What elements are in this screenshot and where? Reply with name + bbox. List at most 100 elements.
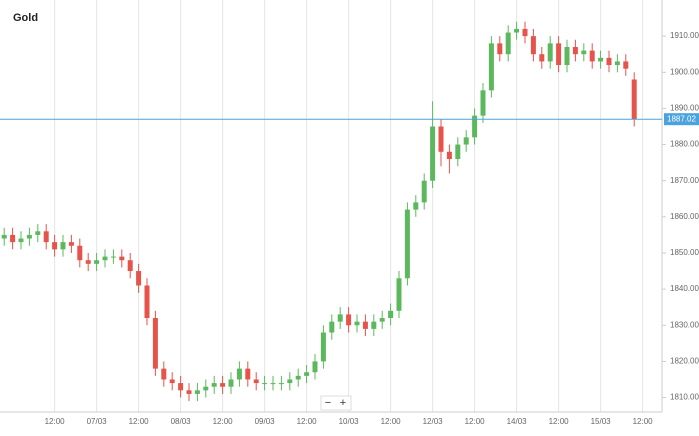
- candle-body: [169, 379, 175, 384]
- current-price-label: 1887.02: [667, 114, 696, 123]
- candle-body: [472, 115, 478, 138]
- candle-body: [438, 126, 444, 152]
- x-tick-label: 15/03: [591, 417, 612, 426]
- y-tick-label: 1850.00: [670, 248, 699, 257]
- candle-body: [564, 46, 570, 66]
- candle-body: [446, 151, 452, 160]
- candle-body: [1, 234, 7, 239]
- candle-body: [606, 57, 612, 66]
- x-tick-label: 12:00: [465, 417, 486, 426]
- candle-body: [144, 285, 150, 319]
- candle-body: [68, 242, 74, 246]
- chart-title: Gold: [13, 12, 38, 24]
- candle-body: [480, 90, 486, 116]
- candle-body: [287, 379, 293, 384]
- candle-body: [60, 242, 66, 250]
- candle-body: [379, 318, 385, 322]
- candle-body: [362, 321, 368, 329]
- candle-body: [547, 43, 553, 62]
- x-tick-label: 09/03: [255, 417, 276, 426]
- x-tick-label: 07/03: [87, 417, 108, 426]
- candle-body: [110, 256, 116, 258]
- candle-body: [614, 61, 620, 66]
- candle-body: [26, 234, 32, 239]
- candle-body: [497, 43, 503, 55]
- y-tick-label: 1880.00: [670, 140, 699, 149]
- x-tick-label: 12:00: [549, 417, 570, 426]
- candle-body: [10, 234, 16, 243]
- y-tick-label: 1910.00: [670, 31, 699, 40]
- candle-body: [455, 144, 461, 160]
- candle-body: [413, 202, 419, 210]
- x-tick-label: 14/03: [507, 417, 528, 426]
- candle-body: [94, 260, 100, 264]
- candle-body: [270, 383, 276, 385]
- candle-body: [245, 368, 251, 380]
- candle-body: [127, 260, 133, 272]
- candle-body: [203, 386, 209, 391]
- candle-body: [43, 231, 49, 243]
- candle-body: [320, 332, 326, 362]
- current-price-box: [664, 113, 699, 126]
- x-tick-label: 12:00: [129, 417, 150, 426]
- y-tick-label: 1830.00: [670, 320, 699, 329]
- y-tick-label: 1890.00: [670, 104, 699, 113]
- x-tick-label: 12:00: [381, 417, 402, 426]
- candle-body: [354, 321, 360, 326]
- candle-body: [572, 46, 578, 55]
- y-tick-label: 1840.00: [670, 284, 699, 293]
- candle-body: [556, 43, 562, 66]
- candle-body: [581, 50, 587, 55]
- candle-body: [194, 390, 200, 394]
- y-tick-label: 1870.00: [670, 176, 699, 185]
- candle-body: [136, 271, 142, 286]
- x-tick-label: 12:00: [297, 417, 318, 426]
- candle-body: [388, 310, 394, 319]
- candle-body: [178, 383, 184, 391]
- candle-body: [186, 390, 192, 394]
- zoom-controls: − +: [320, 395, 352, 411]
- candle-body: [396, 278, 402, 311]
- x-tick-label: 08/03: [171, 417, 192, 426]
- y-tick-label: 1810.00: [670, 393, 699, 402]
- candle-body: [522, 28, 528, 37]
- zoom-box: [320, 395, 352, 411]
- candle-body: [404, 209, 410, 279]
- candle-body: [589, 50, 595, 62]
- x-tick-label: 12:00: [633, 417, 654, 426]
- x-tick-label: 12:00: [213, 417, 234, 426]
- x-tick-label: 12/03: [423, 417, 444, 426]
- candle-body: [18, 238, 24, 243]
- candle-body: [430, 126, 436, 181]
- candle-body: [52, 242, 58, 250]
- candle-body: [337, 314, 343, 322]
- candle-body: [152, 318, 158, 369]
- candle-body: [119, 256, 125, 261]
- candle-body: [304, 372, 310, 376]
- candle-body: [228, 379, 234, 387]
- candle-body: [161, 368, 167, 380]
- candle-body: [35, 231, 41, 235]
- candle-body: [623, 61, 629, 69]
- candle-body: [220, 383, 226, 387]
- y-tick-label: 1820.00: [670, 357, 699, 366]
- candle-body: [85, 260, 91, 264]
- candle-body: [631, 79, 637, 120]
- candle-body: [77, 245, 83, 261]
- candle-body: [278, 383, 284, 385]
- y-tick-label: 1860.00: [670, 212, 699, 221]
- candle-body: [329, 321, 335, 333]
- zoom-out[interactable]: −: [325, 397, 331, 409]
- y-tick-label: 1900.00: [670, 67, 699, 76]
- candle-body: [236, 368, 242, 380]
- x-tick-label: 10/03: [339, 417, 360, 426]
- x-tick-label: 12:00: [45, 417, 66, 426]
- candle-body: [539, 54, 545, 62]
- candle-body: [371, 321, 377, 329]
- zoom-in[interactable]: +: [340, 397, 346, 409]
- candle-body: [488, 43, 494, 91]
- candle-body: [530, 36, 536, 55]
- candle-body: [211, 383, 217, 387]
